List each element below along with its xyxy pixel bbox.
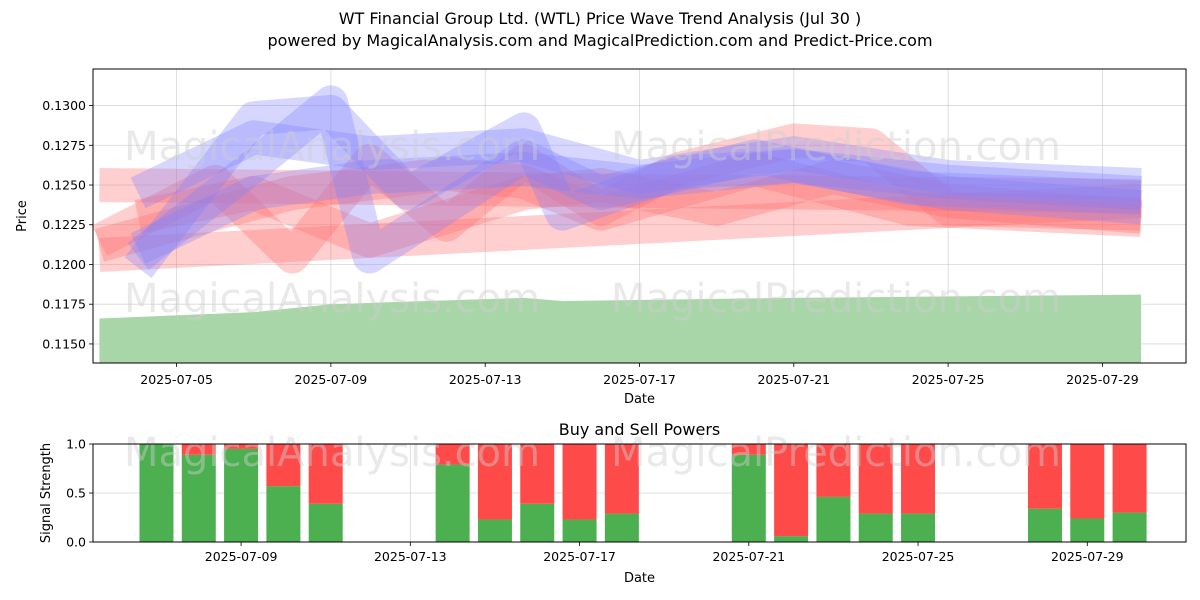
wave-band-1 (98, 183, 1142, 272)
sell-bar (308, 444, 343, 504)
base-price-area (99, 294, 1141, 363)
sell-bar (224, 444, 259, 449)
price-x-tick-label: 2025-07-29 (1066, 372, 1139, 387)
sell-bar (520, 444, 555, 504)
wave-band-3 (91, 123, 1142, 274)
price-x-axis-label: Date (624, 392, 655, 407)
sell-bar (901, 444, 936, 514)
price-y-tick-label: 0.1300 (42, 98, 86, 113)
buy-bar (816, 496, 851, 542)
watermark-text: MagicalPrediction.com (611, 276, 1061, 322)
buy-bar (181, 454, 216, 542)
price-watermarks: MagicalAnalysis.com MagicalPrediction.com… (124, 124, 1061, 322)
watermark-text: MagicalAnalysis.com (124, 430, 540, 476)
buy-bar (1112, 512, 1147, 542)
price-x-tick-label: 2025-07-17 (603, 372, 676, 387)
sell-bar (435, 444, 470, 465)
signal-chart-title: Buy and Sell Powers (559, 420, 721, 439)
sell-bar (1070, 444, 1105, 519)
chart-subtitle: powered by MagicalAnalysis.com and Magic… (267, 31, 933, 50)
price-base-area (99, 294, 1141, 363)
signal-y-tick-label: 1.0 (66, 437, 86, 452)
buy-bar (139, 444, 174, 542)
price-y-tick-label: 0.1150 (42, 336, 86, 351)
signal-axis-ticks: 2025-07-09 2025-07-13 2025-07-17 2025-07-21… (66, 437, 1124, 565)
price-x-tick-label: 2025-07-05 (140, 372, 213, 387)
sell-bar (1112, 444, 1147, 513)
buy-bar (562, 519, 597, 542)
buy-bar (520, 503, 555, 542)
price-y-axis-label: Price (15, 200, 30, 232)
chart-title: WT Financial Group Ltd. (WTL) Price Wave… (338, 9, 862, 28)
wave-band-5 (124, 94, 1143, 279)
wave-band-0 (99, 168, 1142, 214)
watermark-text: MagicalAnalysis.com (124, 124, 540, 170)
signal-bars (139, 444, 1147, 542)
signal-x-tick-label: 2025-07-09 (205, 549, 278, 564)
buy-bar (604, 513, 639, 542)
wave-band-4 (134, 160, 1143, 258)
sell-bar (1027, 444, 1062, 509)
sell-bar (181, 444, 216, 455)
buy-bar (774, 536, 809, 542)
watermark-text: MagicalAnalysis.com (124, 276, 540, 322)
price-y-tick-label: 0.1175 (42, 297, 86, 312)
watermark-text: MagicalPrediction.com (611, 430, 1061, 476)
signal-x-tick-label: 2025-07-29 (1051, 549, 1124, 564)
buy-bar (901, 513, 936, 542)
buy-bar (435, 464, 470, 542)
price-y-tick-label: 0.1200 (42, 257, 86, 272)
price-y-tick-label: 0.1250 (42, 178, 86, 193)
buy-bar (858, 513, 893, 542)
sell-bar (477, 444, 512, 520)
sell-bar (816, 444, 851, 497)
sell-bar (562, 444, 597, 520)
price-y-tick-label: 0.1225 (42, 217, 86, 232)
price-x-tick-label: 2025-07-13 (449, 372, 522, 387)
price-x-tick-label: 2025-07-21 (757, 372, 830, 387)
signal-x-tick-label: 2025-07-21 (712, 549, 785, 564)
signal-x-tick-label: 2025-07-25 (882, 549, 955, 564)
wave-band-6 (127, 85, 1142, 274)
price-y-tick-label: 0.1275 (42, 138, 86, 153)
price-x-tick-label: 2025-07-25 (912, 372, 985, 387)
buy-bar (731, 454, 766, 542)
buy-bar (266, 486, 301, 542)
price-axis-ticks: 2025-07-05 2025-07-09 2025-07-13 2025-07-17… (42, 98, 1139, 387)
sell-bar (858, 444, 893, 514)
signal-watermarks: MagicalAnalysis.com MagicalPrediction.com (124, 430, 1061, 476)
buy-bar (477, 519, 512, 542)
signal-y-tick-label: 0.5 (66, 486, 86, 501)
buy-bar (308, 503, 343, 542)
wave-band-2 (94, 152, 1142, 262)
sell-bar (731, 444, 766, 455)
buy-bar (1027, 508, 1062, 542)
watermark-text: MagicalPrediction.com (611, 124, 1061, 170)
buy-bar (224, 448, 259, 542)
sell-bar (604, 444, 639, 514)
signal-x-tick-label: 2025-07-17 (543, 549, 616, 564)
signal-x-axis-label: Date (624, 571, 655, 586)
sell-bar (774, 444, 809, 537)
wave-band-7 (130, 120, 1142, 209)
chart-titles: WT Financial Group Ltd. (WTL) Price Wave… (0, 8, 1200, 52)
signal-y-axis-label: Signal Strength (39, 443, 54, 543)
signal-x-tick-label: 2025-07-13 (374, 549, 447, 564)
sell-bar (266, 444, 301, 487)
wave-band-8 (130, 148, 1142, 264)
signal-y-tick-label: 0.0 (66, 535, 86, 550)
price-wave-bands (91, 85, 1143, 279)
price-x-tick-label: 2025-07-09 (295, 372, 368, 387)
buy-bar (1070, 518, 1105, 542)
